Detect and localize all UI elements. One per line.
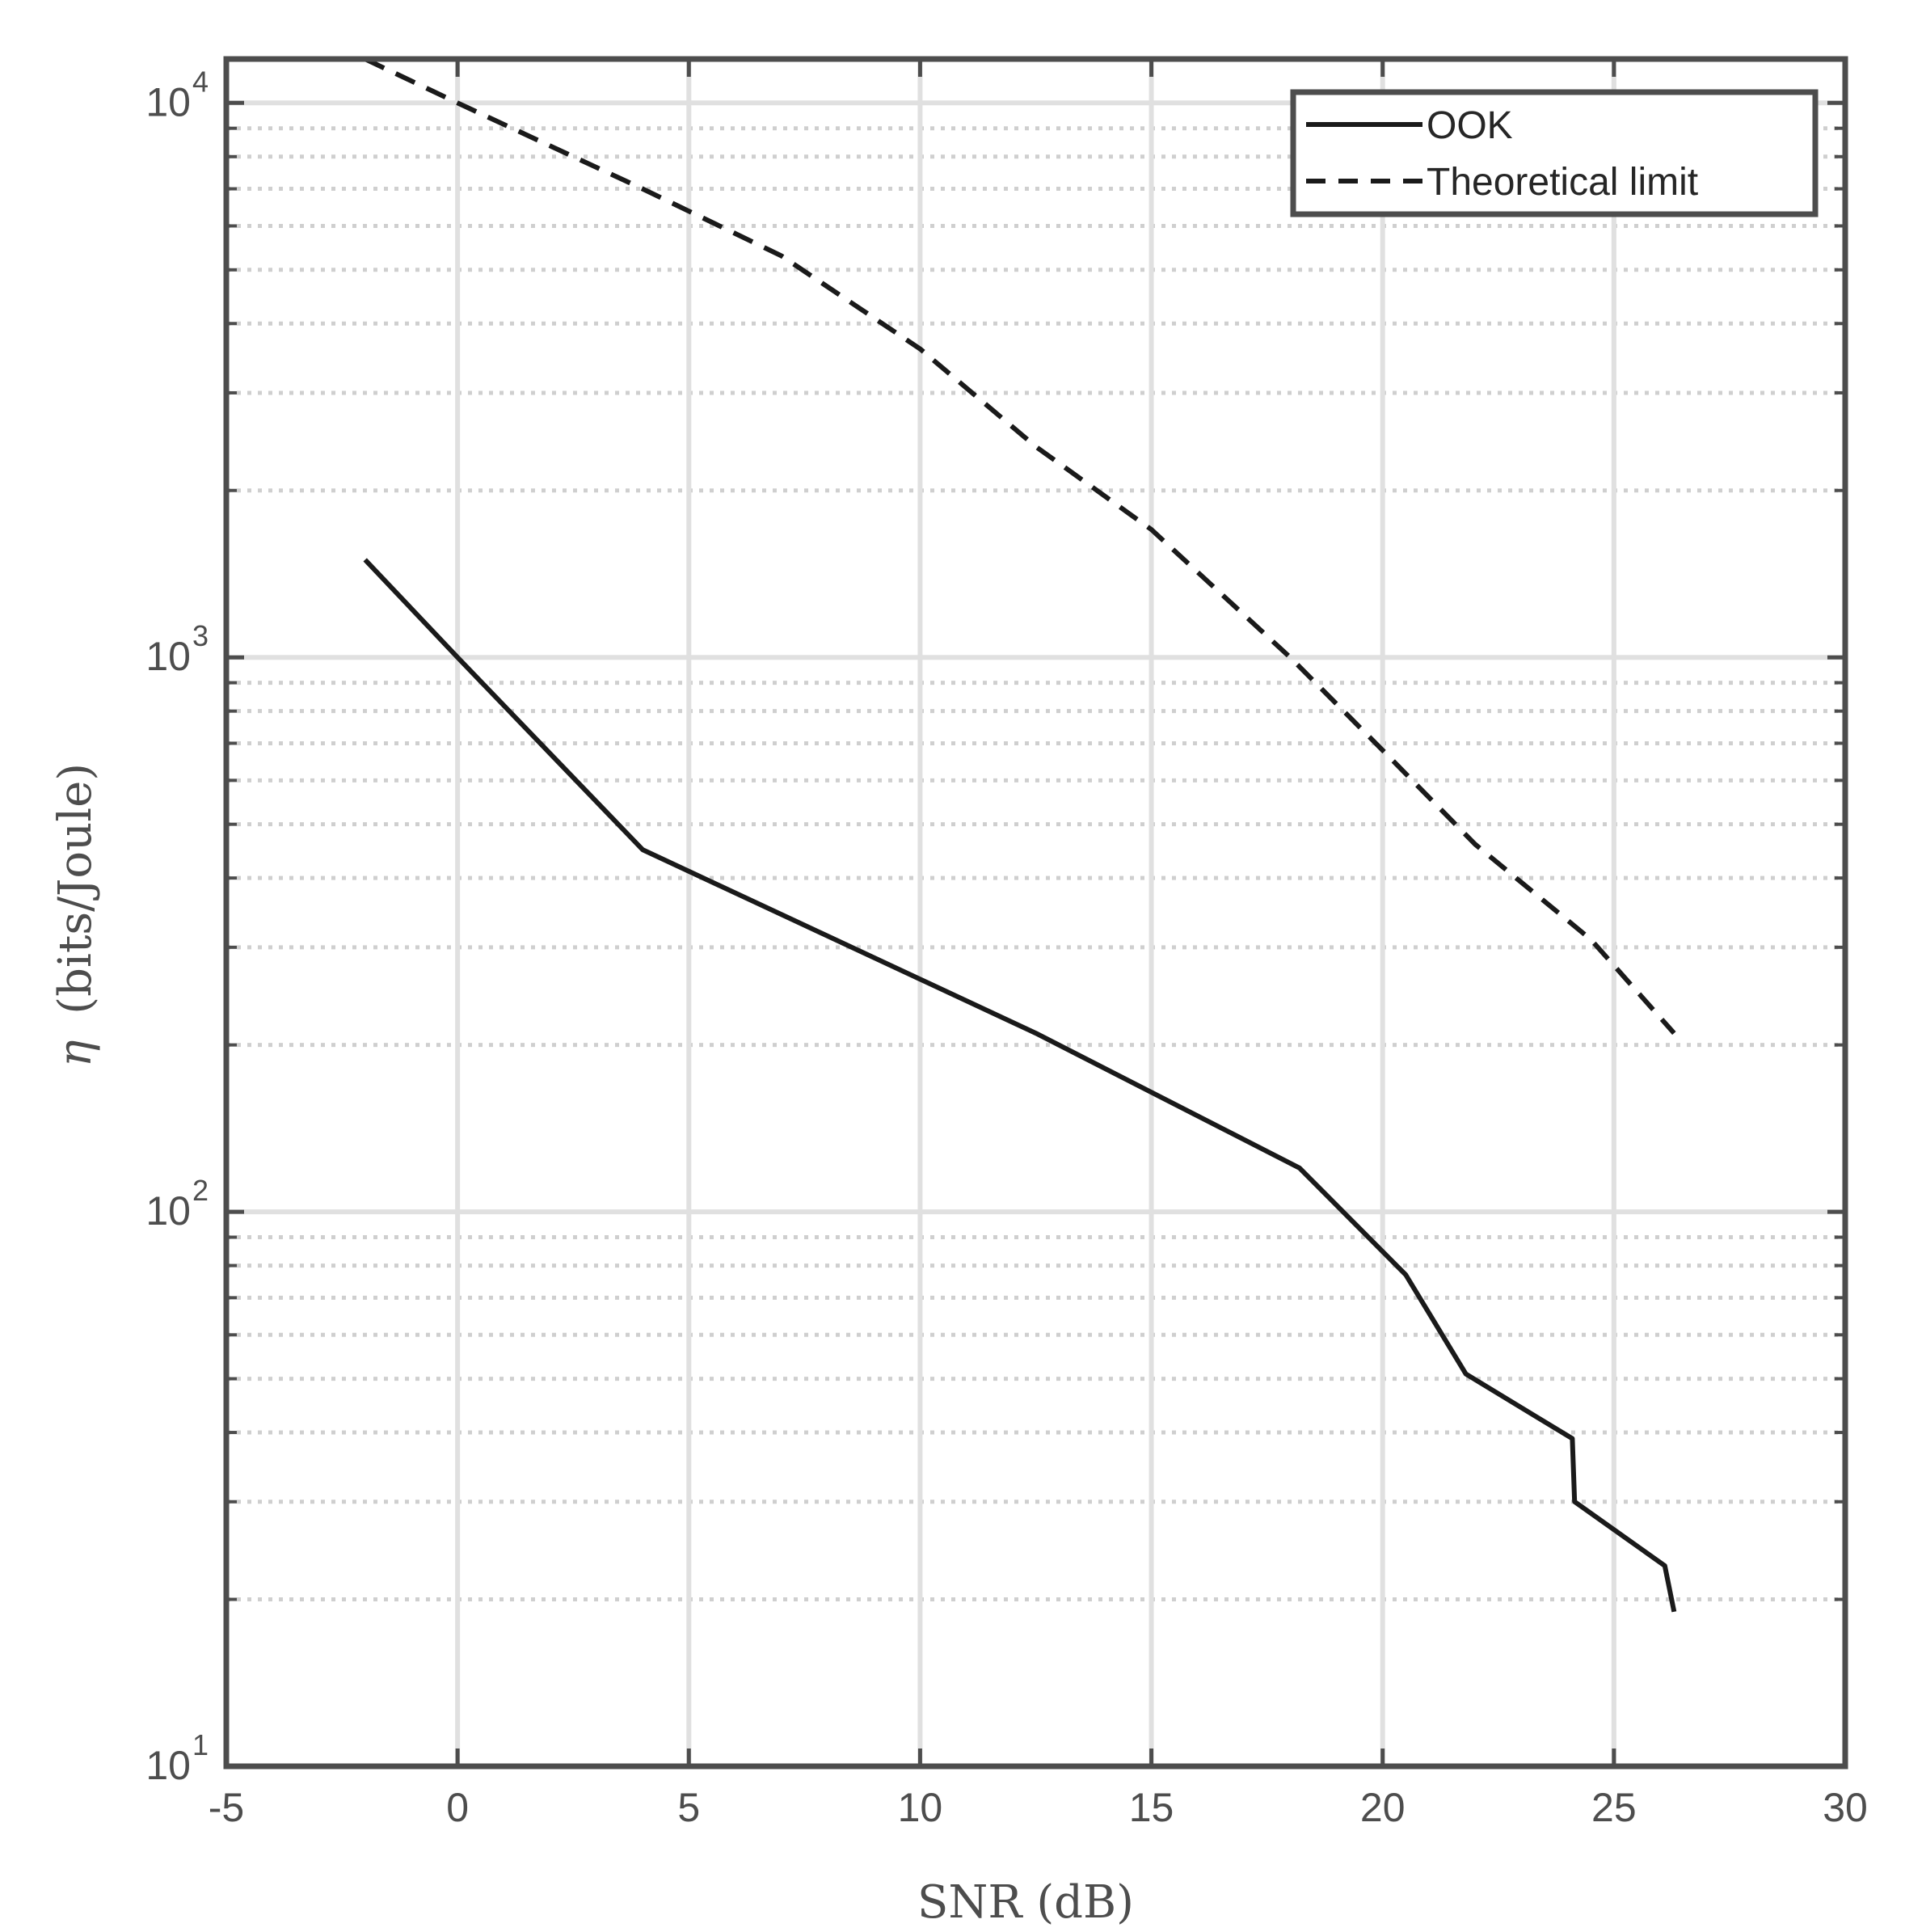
x-tick-label: -5 bbox=[209, 1785, 244, 1830]
series-layer bbox=[363, 57, 1677, 1613]
x-tick-label: 10 bbox=[898, 1785, 943, 1830]
y-tick-label-exponent: 1 bbox=[192, 1728, 209, 1761]
y-tick-label: 10 bbox=[145, 1188, 191, 1234]
legend-box bbox=[1290, 89, 1819, 217]
x-tick-label: 30 bbox=[1823, 1785, 1868, 1830]
series-line-theoretical-limit bbox=[364, 57, 1676, 1036]
legend: OOK Theoretical limit bbox=[1290, 89, 1819, 217]
y-tick-label: 10 bbox=[145, 634, 191, 679]
y-tick-label-exponent: 3 bbox=[192, 619, 209, 652]
y-tick-label-exponent: 4 bbox=[192, 65, 209, 98]
x-tick-label: 5 bbox=[677, 1785, 700, 1830]
legend-label: Theoretical limit bbox=[1427, 161, 1698, 204]
y-tick-label-exponent: 2 bbox=[192, 1174, 209, 1207]
y-axis-label-symbol: η bbox=[49, 1040, 102, 1068]
x-tick-label: 20 bbox=[1360, 1785, 1406, 1830]
y-axis-label: η (bits/Joule) bbox=[49, 763, 102, 1067]
grid-layer bbox=[226, 59, 1845, 1766]
x-axis-label: SNR (dB) bbox=[917, 1876, 1134, 1929]
y-tick-label: 10 bbox=[145, 1743, 191, 1788]
x-tick-label: 15 bbox=[1129, 1785, 1174, 1830]
legend-label: OOK bbox=[1427, 104, 1513, 147]
x-tick-label: 25 bbox=[1591, 1785, 1637, 1830]
series-line-ook bbox=[363, 558, 1677, 1613]
y-tick-label: 10 bbox=[145, 79, 191, 124]
axes-frame bbox=[223, 56, 1848, 1770]
x-tick-label: 0 bbox=[446, 1785, 469, 1830]
y-axis-label-text: (bits/Joule) bbox=[49, 763, 102, 1015]
axes-layer bbox=[223, 56, 1848, 1770]
